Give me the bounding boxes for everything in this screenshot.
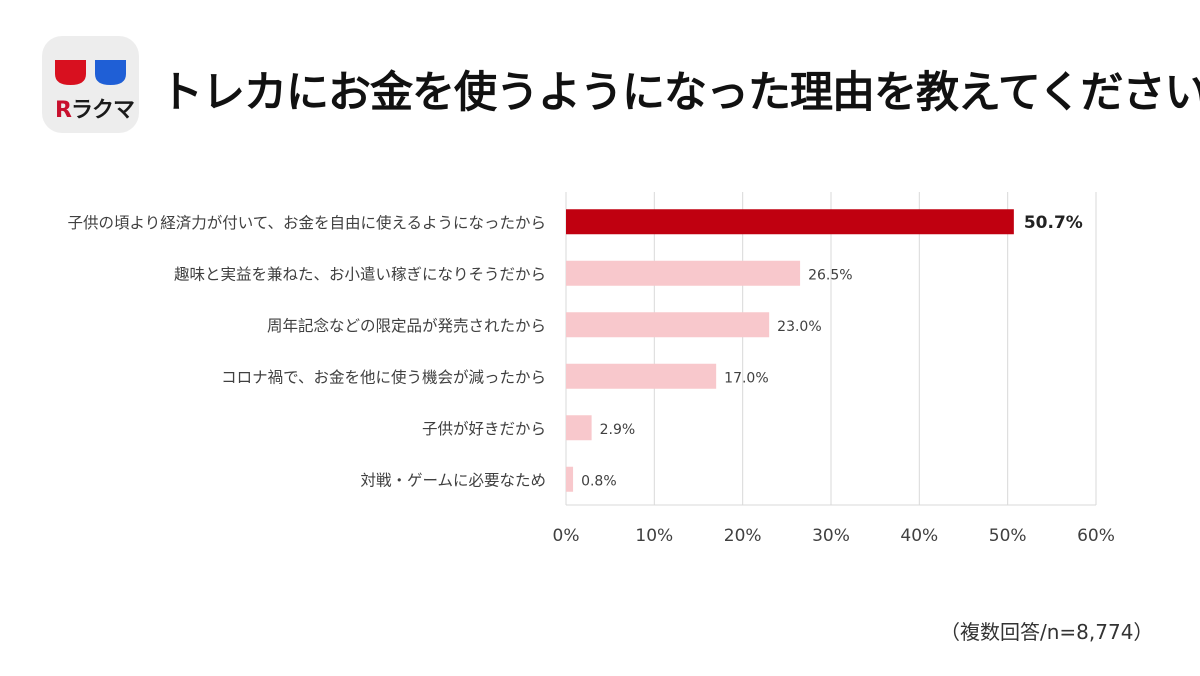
bar — [566, 415, 592, 441]
category-label: 趣味と実益を兼ねた、お小遣い稼ぎになりそうだから — [174, 265, 546, 283]
data-label: 0.8% — [581, 473, 617, 489]
category-label: 子供の頃より経済力が付いて、お金を自由に使えるようになったから — [68, 214, 547, 232]
x-tick-label: 10% — [635, 526, 673, 546]
data-label: 23.0% — [777, 319, 821, 335]
data-label: 26.5% — [808, 267, 852, 283]
category-label: 対戦・ゲームに必要なため — [360, 471, 546, 489]
x-tick-label: 0% — [553, 526, 580, 546]
logo-wordmark: Rラクマ — [55, 92, 135, 124]
logo-brand: ラクマ — [70, 98, 135, 123]
bar — [566, 363, 717, 389]
x-tick-label: 60% — [1077, 526, 1115, 546]
page-title: トレカにお金を使うようになった理由を教えてください。 — [160, 68, 1200, 118]
x-tick-label: 40% — [900, 526, 938, 546]
data-label: 17.0% — [724, 370, 768, 386]
category-label: コロナ禍で、お金を他に使う機会が減ったから — [221, 368, 546, 386]
logo-glasses-icon — [55, 60, 126, 85]
x-tick-label: 50% — [989, 526, 1027, 546]
rakuma-logo: Rラクマ — [42, 36, 139, 133]
bar — [566, 312, 770, 338]
bar — [566, 466, 574, 492]
category-label: 子供が好きだから — [422, 420, 546, 438]
logo-r: R — [55, 98, 72, 123]
sample-note: （複数回答/n=8,774） — [940, 620, 1154, 644]
category-label: 周年記念などの限定品が発売されたから — [267, 316, 546, 335]
bar — [566, 209, 1014, 235]
data-label: 50.7% — [1024, 213, 1083, 233]
bar — [566, 260, 801, 286]
x-tick-label: 20% — [724, 526, 762, 546]
data-label: 2.9% — [600, 422, 636, 438]
x-tick-label: 30% — [812, 526, 850, 546]
